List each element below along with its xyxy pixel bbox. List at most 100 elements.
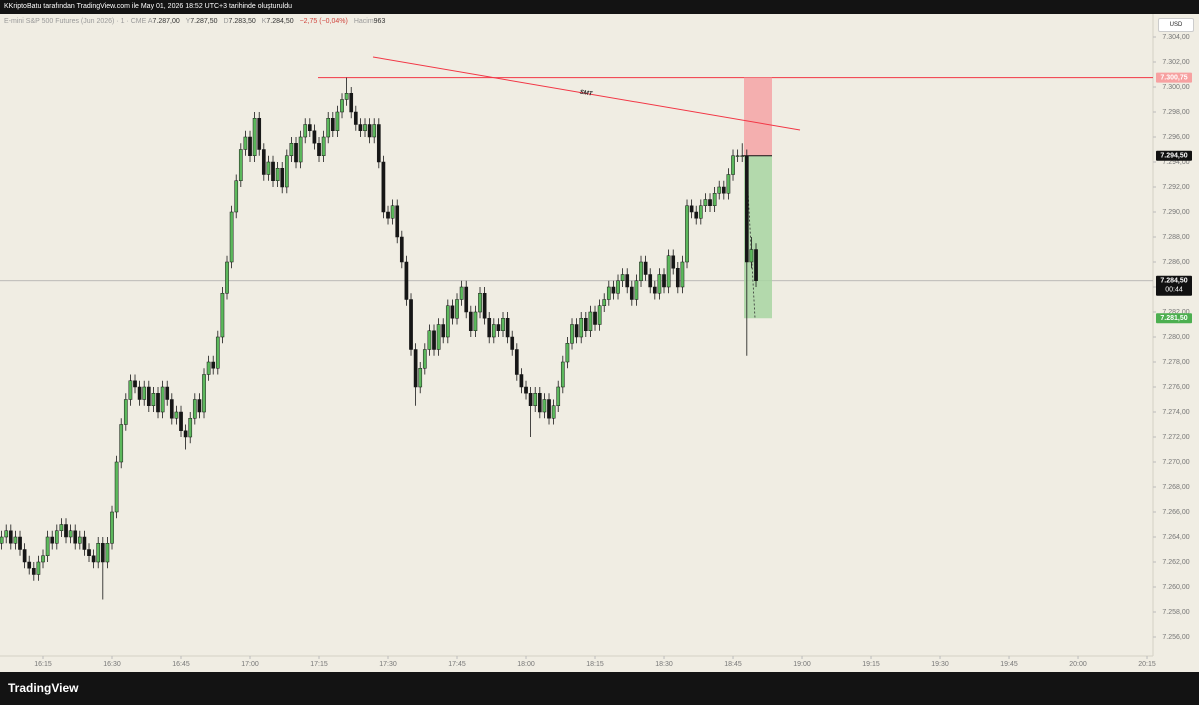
y-tick-label: 7.282,00	[1162, 309, 1189, 316]
price-label: 7.294,50	[1160, 153, 1187, 160]
candle-body	[399, 236, 404, 263]
candle-body	[404, 261, 409, 300]
candle-body	[114, 461, 119, 513]
currency-button[interactable]: USD	[1158, 18, 1194, 32]
candle-body	[100, 543, 105, 563]
candle-body	[708, 199, 712, 206]
candle-body	[712, 193, 717, 206]
candle-body	[289, 143, 294, 156]
candle-body	[142, 386, 147, 400]
candle-body	[468, 311, 473, 331]
candle-body	[533, 393, 538, 406]
candle-body	[77, 536, 82, 544]
candle-body	[261, 149, 266, 175]
candle-body	[4, 530, 9, 538]
candle-body	[225, 261, 229, 294]
candle-body	[31, 568, 36, 575]
y-tick-label: 7.294,00	[1162, 159, 1189, 166]
candle-body	[376, 124, 381, 163]
candle-body	[133, 380, 137, 388]
candle-body	[643, 261, 648, 275]
candle-body	[271, 161, 275, 181]
candle-body	[570, 324, 574, 344]
candle-body	[234, 180, 239, 213]
candle-body	[487, 318, 492, 338]
y-tick-label: 7.286,00	[1162, 259, 1189, 266]
y-tick-label: 7.266,00	[1162, 509, 1189, 516]
y-tick-label: 7.304,00	[1162, 34, 1189, 41]
candle-body	[363, 124, 367, 131]
candle-body	[629, 286, 634, 300]
candle-body	[367, 124, 372, 138]
candle-body	[616, 280, 620, 294]
candle-body	[59, 524, 64, 531]
y-tick-label: 7.302,00	[1162, 59, 1189, 66]
x-tick-label: 17:15	[310, 661, 328, 668]
candle-body	[574, 324, 579, 338]
legend-key: A	[147, 18, 153, 25]
footer-bar: TradingView	[0, 672, 1199, 705]
candle-body	[174, 411, 179, 419]
candle-body	[151, 393, 156, 406]
candle-body	[45, 536, 50, 556]
y-tick-label: 7.256,00	[1162, 634, 1189, 641]
x-tick-label: 18:30	[655, 661, 673, 668]
candle-body	[82, 536, 87, 550]
y-tick-label: 7.260,00	[1162, 584, 1189, 591]
candle-body	[344, 93, 349, 100]
candle-body	[606, 286, 611, 300]
candle-body	[639, 261, 643, 281]
price-label-box	[1156, 313, 1192, 324]
legend-key: D	[223, 18, 229, 25]
ticks: 7.256,00 7.258,00 7.260,00 7.262,00 7.264,00…	[34, 34, 1189, 668]
candle-body	[441, 324, 446, 338]
candle-body	[409, 299, 413, 350]
candle-body	[110, 511, 114, 544]
candle-body	[648, 274, 653, 288]
candle-body	[740, 155, 745, 157]
drawing-label: SMT	[579, 90, 594, 98]
y-tick-label: 7.258,00	[1162, 609, 1189, 616]
y-tick-label: 7.268,00	[1162, 484, 1189, 491]
candle-body	[445, 305, 450, 338]
candle-body	[326, 118, 331, 138]
x-tick-label: 16:45	[172, 661, 190, 668]
candle-body	[372, 124, 377, 138]
candle-body	[165, 386, 170, 400]
legend-change: −2,75 (−0,04%)	[299, 18, 348, 25]
candle-body	[464, 286, 469, 313]
candle-body	[436, 324, 441, 350]
candle-body	[123, 399, 128, 425]
candle-body	[390, 205, 395, 219]
candle-body	[459, 286, 464, 300]
candle-body	[726, 174, 731, 194]
candle-body	[353, 111, 358, 125]
y-tick-label: 7.292,00	[1162, 184, 1189, 191]
brand: TradingView	[8, 681, 79, 695]
candle-body	[519, 374, 524, 388]
candle-body	[358, 124, 363, 131]
candle-body	[197, 399, 202, 413]
candle-body	[307, 124, 312, 131]
candle-body	[634, 280, 639, 300]
candle-body	[317, 143, 321, 156]
candle-body	[381, 161, 386, 213]
candle-body	[266, 161, 271, 175]
candle-body	[620, 274, 625, 281]
candle-body	[243, 136, 248, 150]
legend-value: 7.283,50	[228, 18, 256, 25]
candle-body	[698, 205, 703, 219]
y-tick-label: 7.274,00	[1162, 409, 1189, 416]
price-label-box	[1156, 72, 1192, 83]
legend-key: K	[261, 18, 267, 25]
candle-body	[662, 274, 666, 288]
candle-body	[27, 561, 32, 569]
candle-body	[330, 118, 335, 131]
candle-body	[220, 293, 225, 338]
legend-value: 7.287,50	[190, 18, 218, 25]
y-tick-label: 7.288,00	[1162, 234, 1189, 241]
y-tick-label: 7.264,00	[1162, 534, 1189, 541]
candle-body	[611, 286, 616, 294]
candle-body	[284, 155, 289, 188]
